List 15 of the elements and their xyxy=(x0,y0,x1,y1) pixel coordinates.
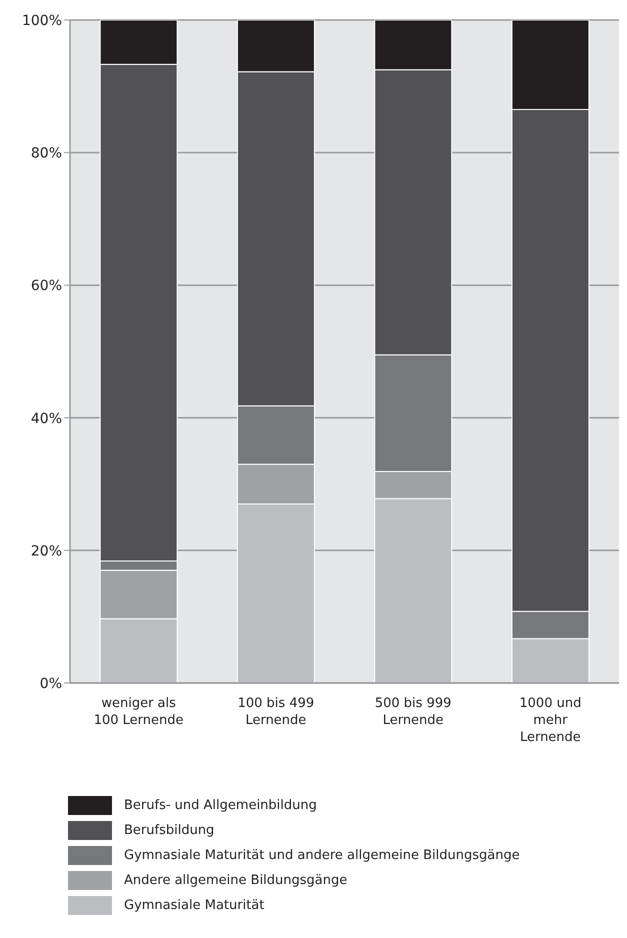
x-tick-label: 100 bis 499 Lernende xyxy=(238,696,314,728)
y-tick-label: 60% xyxy=(30,278,62,294)
legend-label: Gymnasiale Maturität xyxy=(124,898,264,913)
y-tick-label: 100% xyxy=(22,12,62,29)
x-tick-label: 1000 und mehr Lernende xyxy=(519,696,582,745)
y-tick-label: 40% xyxy=(30,410,62,427)
legend-label: Gymnasiale Maturität und andere allgemeine Bildungsgänge xyxy=(124,848,520,863)
legend-label: Berufs- und Allgemeinbildung xyxy=(124,798,317,813)
y-tick-label: 20% xyxy=(30,543,62,560)
legend-label: Berufsbildung xyxy=(124,823,214,838)
y-tick-label: 0% xyxy=(40,676,62,692)
legend-label: Andere allgemeine Bildungsgänge xyxy=(124,873,348,888)
y-tick-label: 80% xyxy=(30,146,62,162)
x-tick-label: weniger als 100 Lernende xyxy=(94,696,184,728)
x-tick-label: 500 bis 999 Lernende xyxy=(374,696,452,728)
